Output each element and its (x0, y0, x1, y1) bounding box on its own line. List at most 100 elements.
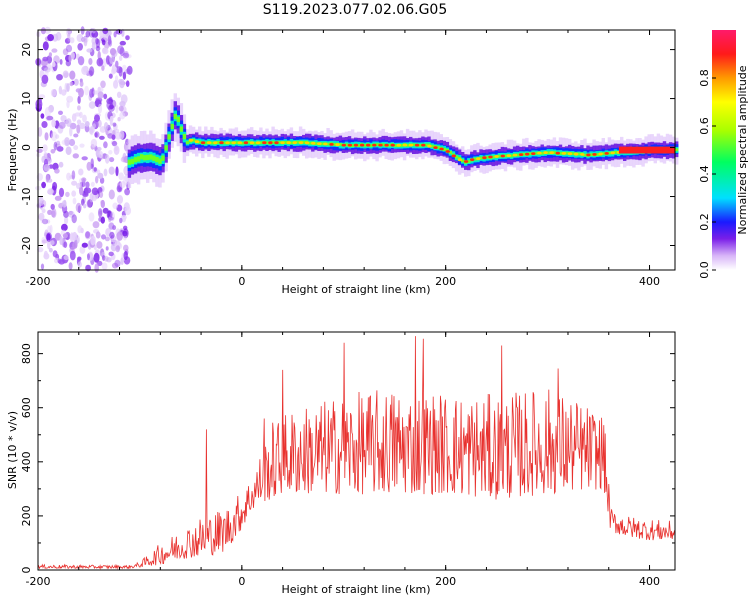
noise-speckle (100, 199, 106, 209)
noise-speckle (78, 178, 82, 188)
ridge-cell (338, 143, 343, 146)
noise-speckle (115, 245, 120, 253)
noise-speckle (94, 263, 99, 273)
ridge-cell (149, 154, 153, 160)
noise-speckle (64, 137, 70, 146)
ridge-cell (369, 144, 373, 147)
noise-speckle (125, 80, 130, 87)
noise-speckle (58, 161, 64, 168)
noise-speckle (102, 255, 106, 261)
ridge-cell (607, 151, 612, 155)
ridge-cell (283, 141, 287, 144)
ridge-cell (210, 141, 214, 145)
noise-speckle (104, 153, 110, 164)
noise-speckle (64, 216, 69, 225)
noise-speckle (47, 188, 54, 194)
noise-speckle (77, 261, 82, 268)
snr-y-ticks: 0 200 400 600 800 (20, 343, 675, 574)
ridge-cell (448, 151, 453, 154)
noise-speckle (58, 110, 63, 116)
noise-speckle (121, 214, 127, 220)
noise-speckle (109, 48, 117, 56)
noise-speckle (111, 262, 119, 269)
noise-speckle (97, 119, 102, 128)
noise-speckle (115, 104, 119, 114)
noise-speckle (72, 241, 78, 249)
noise-speckle (42, 56, 49, 62)
noise-speckle (101, 39, 106, 46)
noise-speckle (103, 168, 108, 177)
noise-speckle (95, 231, 101, 239)
noise-speckle (84, 121, 90, 127)
ridge-cell (577, 152, 581, 156)
noise-speckle (42, 41, 49, 51)
ridge-peak (573, 152, 579, 156)
ridge-peak (311, 141, 316, 145)
snr-series (37, 336, 675, 570)
ridge-peak (433, 146, 438, 150)
noise-speckle (76, 119, 82, 125)
noise-speckle (81, 66, 89, 75)
noise-speckle (38, 212, 45, 221)
colorbar-ticks: 0.0 0.2 0.4 0.6 0.8 (698, 69, 716, 279)
ridge-peak (274, 141, 279, 145)
ridge-peak (592, 153, 597, 156)
noise-speckle (71, 170, 76, 180)
noise-speckle (94, 131, 100, 138)
noise-speckle (102, 58, 107, 67)
y-tick-label: -20 (20, 237, 33, 255)
noise-speckle (97, 172, 104, 179)
noise-speckle (84, 124, 90, 133)
noise-speckle (73, 145, 79, 151)
ridge-cell (564, 151, 569, 155)
noise-speckle (44, 132, 49, 141)
ridge-peak (194, 140, 200, 144)
ridge-peak (231, 141, 236, 145)
noise-speckle (58, 121, 66, 129)
noise-speckle (38, 215, 44, 221)
ridge-peak (531, 152, 536, 156)
ridge-peak (255, 141, 261, 145)
noise-speckle (116, 91, 122, 99)
noise-speckle (109, 157, 115, 163)
noise-speckle (67, 32, 71, 42)
ridge-peak (359, 143, 365, 147)
ridge-peak (243, 141, 249, 145)
noise-speckle (108, 216, 114, 221)
colorbar-tick-label: 0.4 (698, 165, 711, 183)
noise-speckle (77, 105, 81, 111)
noise-speckle (85, 30, 91, 38)
ridge-cell (259, 141, 263, 145)
noise-speckle (98, 151, 104, 159)
noise-speckle (109, 55, 115, 65)
ridge-peak (610, 151, 615, 155)
noise-speckle (123, 244, 129, 252)
ridge-cell (130, 158, 135, 165)
noise-speckle (65, 191, 70, 198)
ridge-peak (200, 141, 206, 145)
ridge-cell (405, 143, 410, 147)
noise-speckle (38, 196, 44, 206)
noise-speckle (50, 89, 57, 97)
y-tick-label: -10 (20, 188, 33, 206)
noise-speckle (81, 156, 88, 161)
noise-speckle (119, 78, 125, 89)
ridge-cell (161, 155, 165, 161)
noise-speckle (106, 257, 112, 263)
ridge-peak (372, 143, 377, 147)
noise-speckle (65, 146, 72, 155)
noise-speckle (65, 44, 73, 53)
noise-speckle (42, 218, 49, 225)
snr-x-ticks: -200 0 200 400 (26, 332, 660, 588)
x-tick-label: -200 (26, 275, 51, 288)
ridge-cell (613, 150, 618, 154)
noise-speckle (122, 52, 130, 59)
ridge-cell (595, 153, 599, 156)
ridge-cell (473, 157, 477, 161)
noise-speckle (108, 73, 113, 79)
noise-speckle (109, 231, 115, 239)
ridge-cell (179, 126, 184, 132)
ridge-peak (604, 152, 609, 155)
noise-speckle (115, 60, 119, 68)
ridge-cell (589, 153, 593, 157)
